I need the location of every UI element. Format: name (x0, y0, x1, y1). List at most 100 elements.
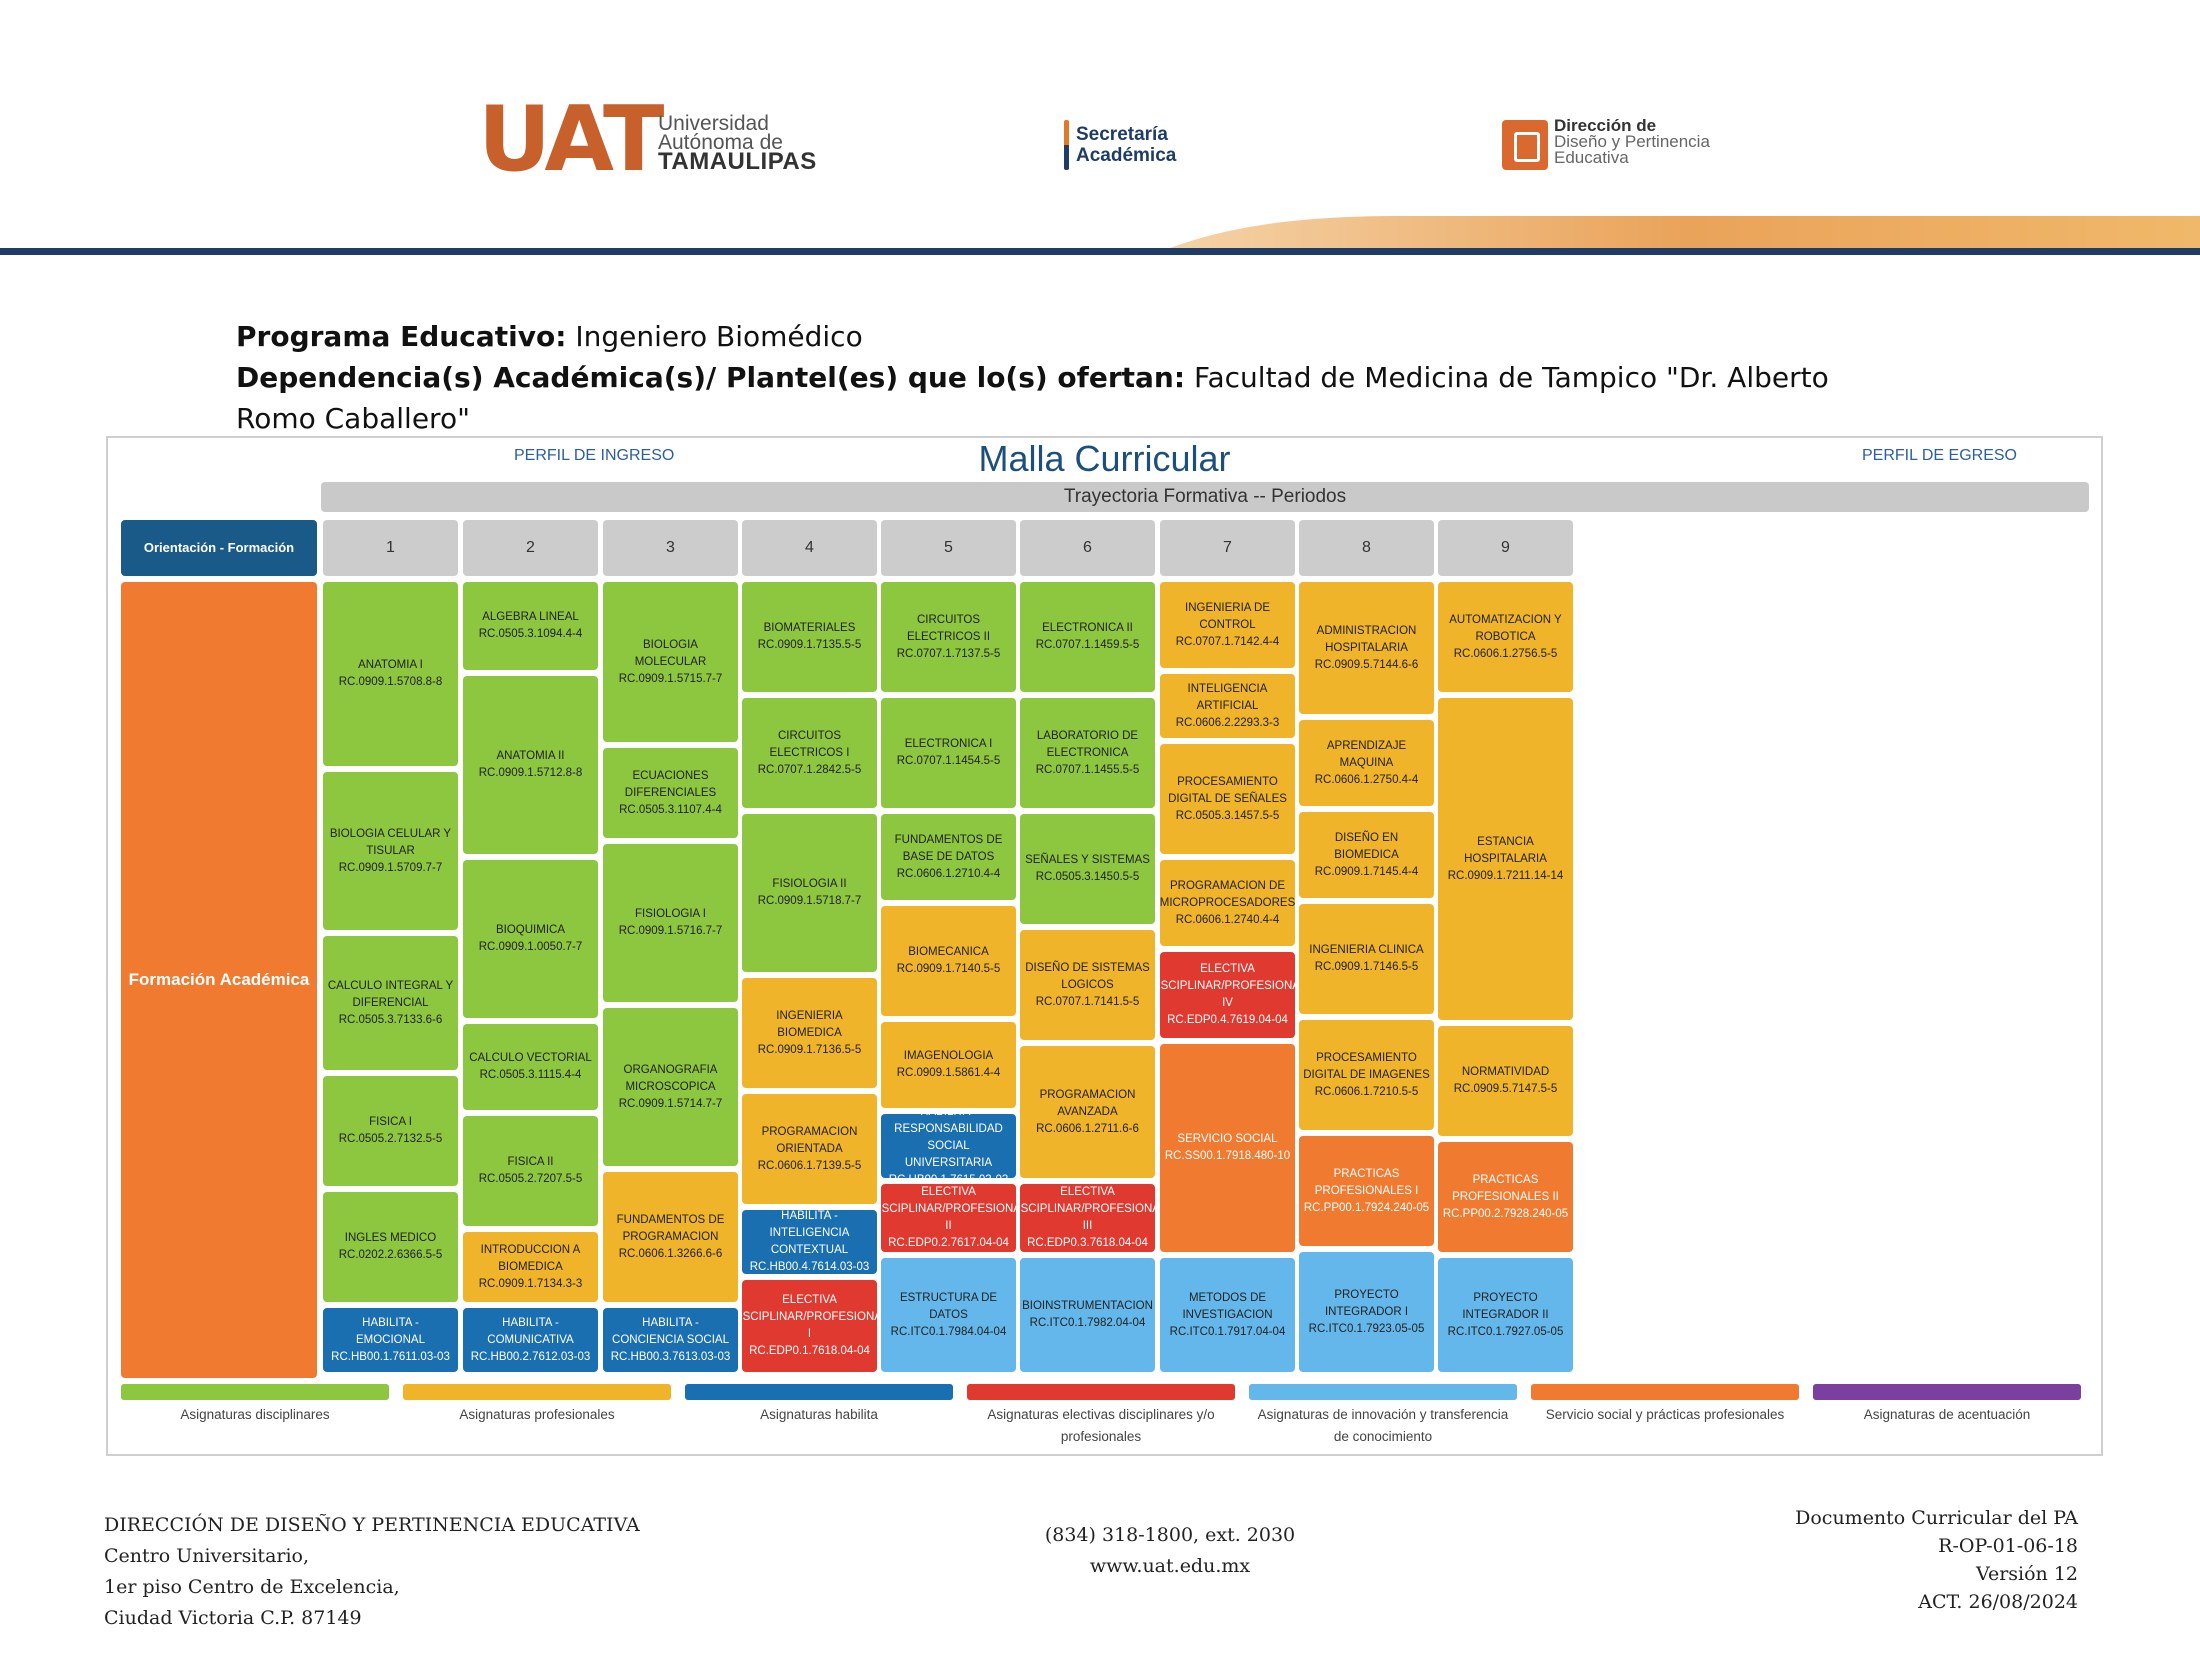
course-name: BIOLOGIA MOLECULAR (634, 638, 707, 668)
direccion-line1: Dirección de (1554, 116, 1657, 135)
program-value: Ingeniero Biomédico (575, 320, 863, 353)
course-cell: PROGRAMACION AVANZADA RC.0606.1.2711.6-6 (1020, 1046, 1155, 1178)
course-name: BIOQUIMICA (495, 924, 565, 936)
course-cell: HABILITA - INTELIGENCIA CONTEXTUAL RC.HB0… (742, 1210, 877, 1274)
course-name: ELECTIVA DISCIPLINAR/PROFESIONAL II (881, 1186, 1016, 1232)
course-code: RC.0505.2.7132.5-5 (338, 1133, 443, 1145)
course-name: PROGRAMACION ORIENTADA (761, 1125, 858, 1155)
course-code: RC.PP00.1.7924.240-05 (1303, 1201, 1430, 1214)
course-name: DISEÑO DE SISTEMAS LOGICOS (1025, 961, 1150, 991)
course-code: RC.ITC0.1.7917.04-04 (1169, 1325, 1286, 1338)
malla-curricular: Malla Curricular PERFIL DE INGRESO PERFI… (106, 436, 2103, 1456)
course-code: RC.0909.1.0050.7-7 (478, 941, 583, 953)
course-code: RC.0909.1.7136.5-5 (757, 1043, 862, 1056)
course-cell: INGENIERIA BIOMEDICA RC.0909.1.7136.5-5 (742, 978, 877, 1088)
course-code: RC.HB00.3.7613.03-03 (610, 1350, 731, 1363)
secretaria-line1: Secretaría (1076, 124, 1168, 145)
uat-name-line1: Universidad (658, 112, 769, 135)
footer-right-line: ACT. 26/08/2024 (1918, 1591, 2078, 1613)
course-code: RC.SS00.1.7918.480-10 (1164, 1150, 1291, 1162)
legend-label: Asignaturas de acentuación (1863, 1407, 2031, 1422)
course-code: RC.0606.2.2293.3-3 (1175, 716, 1280, 729)
legend-color-bar (967, 1384, 1235, 1400)
course-cell: FISICA I RC.0505.2.7132.5-5 (323, 1076, 458, 1186)
legend-color-bar (1249, 1384, 1517, 1400)
course-name: ELECTIVA DISCIPLINAR/PROFESIONAL I (742, 1294, 877, 1340)
course-name: BIOINSTRUMENTACION (1022, 1300, 1153, 1312)
footer-contact: (834) 318-1800, ext. 2030 www.uat.edu.mx (1000, 1520, 1340, 1582)
course-name: NORMATIVIDAD (1461, 1066, 1550, 1078)
course-cell: FISICA II RC.0505.2.7207.5-5 (463, 1116, 598, 1226)
course-code: RC.0606.1.2756.5-5 (1453, 647, 1558, 660)
header-decorative-band (0, 216, 2200, 255)
course-code: RC.ITC0.1.7982.04-04 (1029, 1317, 1146, 1329)
course-cell: PRACTICAS PROFESIONALES I RC.PP00.1.7924.… (1299, 1136, 1434, 1246)
course-code: RC.PP00.2.7928.240-05 (1442, 1207, 1569, 1220)
course-code: RC.0202.2.6366.5-5 (338, 1249, 443, 1261)
course-code: RC.0909.1.5718.7-7 (757, 895, 862, 907)
course-cell: PROGRAMACION DE MICROPROCESADORES RC.0606… (1160, 860, 1295, 946)
course-name: HABILITA - EMOCIONAL (355, 1316, 425, 1346)
course-cell: NORMATIVIDAD RC.0909.5.7147.5-5 (1438, 1026, 1573, 1136)
footer-document-info: Documento Curricular del PA R-OP-01-06-1… (1795, 1504, 2078, 1616)
course-name: SEÑALES Y SISTEMAS (1025, 854, 1150, 866)
course-name: PROYECTO INTEGRADOR II (1462, 1291, 1549, 1321)
legend-label: Asignaturas habilita (760, 1407, 878, 1422)
course-code: RC.0606.1.2750.4-4 (1314, 773, 1419, 786)
course-name: HABILITA - RESPONSABILIDAD SOCIAL UNIVER… (894, 1114, 1003, 1169)
course-code: RC.0909.5.7144.6-6 (1314, 658, 1419, 671)
footer-right-line: Documento Curricular del PA (1795, 1507, 2078, 1529)
course-code: RC.0707.1.7141.5-5 (1035, 995, 1140, 1008)
course-code: RC.EDP0.4.7619.04-04 (1167, 1014, 1288, 1026)
secretaria-logo-bar-icon (1064, 120, 1069, 170)
footer-right-line: R-OP-01-06-18 (1938, 1535, 2078, 1557)
document-icon (1502, 120, 1548, 170)
course-name: IMAGENOLOGIA (903, 1050, 994, 1062)
course-name: BIOMECANICA (908, 946, 989, 958)
formacion-academica-block: Formación Académica (121, 582, 317, 1378)
course-code: RC.0505.3.1107.4-4 (619, 803, 722, 816)
course-name: CALCULO INTEGRAL Y DIFERENCIAL (327, 979, 454, 1009)
legend-color-bar (1813, 1384, 2081, 1400)
footer-website[interactable]: www.uat.edu.mx (1089, 1555, 1251, 1577)
course-code: RC.HB00.4.7614.03-03 (749, 1261, 870, 1273)
period-header: 8 (1299, 520, 1434, 576)
legend-color-bar (121, 1384, 389, 1400)
course-code: RC.0909.1.7140.5-5 (896, 963, 1001, 975)
course-code: RC.0707.1.1459.5-5 (1035, 639, 1140, 651)
direccion-line3: Educativa (1554, 148, 1629, 167)
course-cell: ELECTRONICA II RC.0707.1.1459.5-5 (1020, 582, 1155, 692)
course-cell: LABORATORIO DE ELECTRONICA RC.0707.1.1455… (1020, 698, 1155, 808)
uat-name-line3: TAMAULIPAS (658, 148, 817, 175)
course-code: RC.0909.1.7146.5-5 (1314, 961, 1419, 973)
course-code: RC.0606.1.7210.5-5 (1314, 1085, 1419, 1098)
footer-address: DIRECCIÓN DE DISEÑO Y PERTINENCIA EDUCAT… (104, 1510, 640, 1634)
malla-title: Malla Curricular (978, 438, 1231, 479)
course-cell: BIOINSTRUMENTACION RC.ITC0.1.7982.04-04 (1020, 1258, 1155, 1372)
course-name: ANATOMIA II (496, 750, 565, 762)
course-name: ELECTIVA DISCIPLINAR/PROFESIONAL IV (1160, 963, 1295, 1009)
period-header: 4 (742, 520, 877, 576)
course-code: RC.0606.1.2711.6-6 (1036, 1122, 1139, 1135)
course-name: METODOS DE INVESTIGACION (1182, 1291, 1273, 1321)
course-name: LABORATORIO DE ELECTRONICA (1036, 729, 1139, 759)
course-name: INGENIERIA CLINICA (1309, 944, 1424, 956)
dependencia-value: Facultad de Medicina de Tampico "Dr. Alb… (236, 361, 1829, 435)
course-code: RC.0909.5.7147.5-5 (1453, 1083, 1558, 1095)
course-code: RC.0909.1.5861.4-4 (896, 1067, 1001, 1079)
secretaria-line2: Académica (1076, 145, 1177, 166)
course-code: RC.HB00.2.7612.03-03 (470, 1350, 591, 1363)
course-cell: CALCULO INTEGRAL Y DIFERENCIAL RC.0505.3.… (323, 936, 458, 1070)
course-name: FUNDAMENTOS DE PROGRAMACION (616, 1213, 725, 1243)
course-code: RC.0909.1.7135.5-5 (757, 639, 862, 651)
legend-color-bar (1531, 1384, 1799, 1400)
course-code: RC.0505.3.1115.4-4 (479, 1069, 582, 1081)
course-code: RC.0707.1.7142.4-4 (1175, 635, 1280, 648)
course-name: ELECTRONICA II (1042, 622, 1133, 634)
course-cell: BIOQUIMICA RC.0909.1.0050.7-7 (463, 860, 598, 1018)
course-code: RC.0707.1.1454.5-5 (896, 755, 1001, 767)
course-name: HABILITA - CONCIENCIA SOCIAL (612, 1316, 729, 1346)
course-code: RC.0505.3.7133.6-6 (338, 1013, 443, 1026)
legend-label: Asignaturas electivas disciplinares y/o … (987, 1407, 1215, 1444)
course-name: CALCULO VECTORIAL (469, 1052, 592, 1064)
